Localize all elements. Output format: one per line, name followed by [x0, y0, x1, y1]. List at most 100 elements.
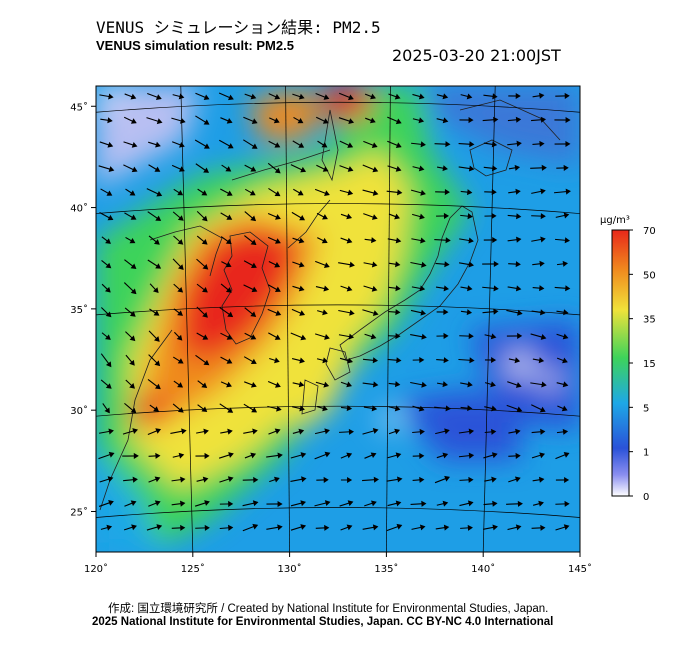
- wind-arrow: [218, 452, 234, 459]
- wind-arrow: [435, 428, 450, 435]
- wind-arrow: [197, 380, 208, 389]
- wind-arrow: [506, 332, 523, 339]
- wind-arrow: [532, 357, 545, 364]
- wind-arrow: [412, 405, 425, 412]
- wind-arrow: [388, 213, 400, 220]
- wind-arrow: [436, 212, 449, 219]
- wind-arrow: [363, 405, 378, 412]
- wind-arrow: [554, 140, 571, 148]
- wind-arrow: [410, 500, 427, 507]
- wind-arrow: [362, 476, 379, 483]
- wind-arrow: [364, 93, 376, 100]
- wind-arrow: [507, 381, 522, 388]
- footer-copyright: 2025 National Institute for Environmenta…: [92, 616, 554, 628]
- wind-arrow: [364, 237, 377, 244]
- wind-arrow: [219, 307, 234, 318]
- wind-arrow: [244, 164, 257, 172]
- wind-arrow: [100, 379, 112, 389]
- wind-arrow: [173, 283, 184, 293]
- wind-arrow: [123, 282, 137, 295]
- wind-arrow: [292, 93, 305, 100]
- wind-arrow: [458, 261, 474, 268]
- wind-arrow: [435, 285, 450, 292]
- y-tick-label: 30˚: [70, 405, 88, 417]
- wind-arrow: [340, 381, 352, 388]
- wind-arrow: [148, 330, 160, 342]
- wind-arrow: [220, 188, 233, 196]
- wind-arrow: [386, 476, 403, 483]
- y-tick-label: 35˚: [70, 304, 88, 316]
- wind-arrow: [507, 285, 522, 292]
- wind-arrow: [340, 237, 353, 244]
- wind-arrow: [243, 116, 258, 125]
- wind-arrow: [554, 116, 571, 124]
- wind-arrow: [220, 381, 232, 388]
- wind-arrow: [314, 500, 331, 507]
- wind-arrow: [363, 140, 378, 148]
- wind-arrow: [268, 187, 281, 197]
- parallel-line: [96, 304, 580, 316]
- colorbar-tick-label: 15: [643, 359, 656, 370]
- wind-arrow: [102, 403, 110, 414]
- y-tick-label: 45˚: [70, 101, 88, 113]
- meridian-line: [96, 543, 97, 552]
- wind-arrow: [292, 237, 305, 244]
- wind-arrow: [244, 307, 257, 317]
- wind-arrow: [340, 452, 353, 459]
- parallel-line: [96, 101, 580, 113]
- meridian-line: [579, 543, 580, 552]
- wind-arrow: [410, 309, 427, 316]
- x-tick-label: 135˚: [374, 563, 398, 575]
- wind-arrow: [314, 451, 331, 460]
- wind-arrow: [436, 357, 449, 364]
- wind-arrow: [460, 189, 473, 196]
- wind-arrow: [147, 211, 162, 221]
- wind-arrow: [268, 93, 281, 100]
- wind-arrow: [387, 237, 402, 244]
- colorbar-tick-label: 0: [643, 492, 649, 503]
- colorbar-tick-label: 70: [643, 226, 656, 237]
- wind-arrow: [338, 92, 354, 101]
- wind-arrow: [100, 188, 113, 196]
- wind-arrow: [242, 523, 259, 532]
- wind-arrow: [506, 404, 523, 413]
- y-tick-label: 25˚: [70, 506, 88, 518]
- x-tick-label: 145˚: [568, 563, 592, 575]
- wind-arrow: [173, 380, 184, 388]
- wind-arrow: [484, 405, 497, 412]
- wind-arrow: [507, 140, 522, 147]
- wind-arrow: [292, 261, 305, 268]
- wind-arrow: [557, 405, 568, 412]
- wind-arrow: [460, 309, 473, 316]
- wind-arrow: [411, 237, 426, 244]
- wind-arrow: [411, 285, 426, 292]
- wind-arrow: [196, 258, 209, 270]
- wind-arrow: [412, 476, 425, 483]
- wind-arrow: [410, 189, 426, 196]
- wind-arrow: [195, 92, 210, 101]
- wind-arrow: [338, 117, 355, 124]
- timestamp: 2025-03-20 21:00JST: [392, 46, 561, 65]
- wind-arrow: [148, 235, 160, 245]
- wind-arrow: [293, 188, 304, 196]
- wind-arrow: [316, 357, 328, 364]
- wind-arrow: [172, 356, 184, 364]
- wind-arrow: [507, 236, 522, 243]
- wind-arrow: [242, 476, 259, 483]
- wind-arrow: [460, 93, 473, 100]
- meridian-line: [180, 86, 194, 552]
- wind-arrow: [556, 260, 569, 267]
- wind-arrow: [266, 452, 283, 459]
- wind-arrow: [221, 164, 232, 172]
- wind-arrow: [482, 524, 498, 531]
- wind-arrow: [365, 117, 376, 124]
- wind-arrow: [556, 357, 568, 364]
- wind-arrow: [244, 235, 257, 246]
- wind-arrow: [412, 213, 425, 220]
- wind-arrow: [122, 452, 139, 459]
- wind-arrow: [388, 381, 401, 388]
- wind-arrow: [316, 476, 329, 483]
- wind-arrow: [292, 428, 305, 435]
- colorbar-bar: [611, 229, 630, 497]
- wind-arrow: [531, 236, 546, 243]
